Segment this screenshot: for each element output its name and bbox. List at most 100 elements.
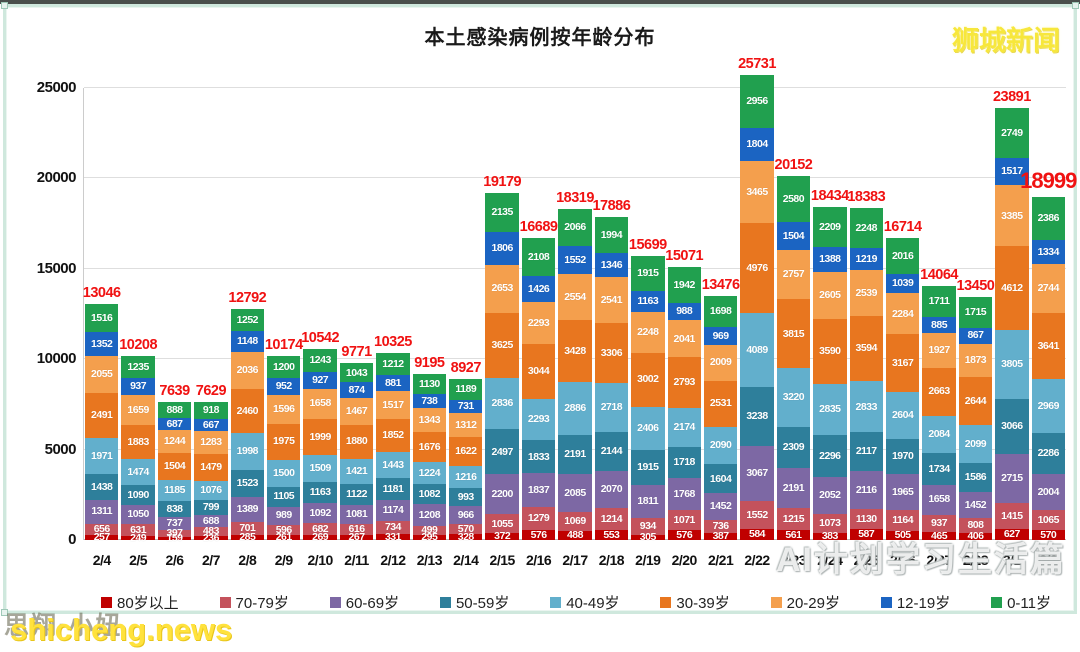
plot-area: 0 5000 10000 15000 20000 25000 257 656 1311 1438… <box>37 56 1078 548</box>
segment-value-label: 1069 <box>564 515 586 528</box>
bar-segment: 2757 <box>776 249 811 300</box>
bar-segment: 937 <box>121 377 155 395</box>
bar-segment: 576 <box>521 530 556 540</box>
bar-segment: 2531 <box>703 380 738 427</box>
bar-segment: 1811 <box>631 484 665 518</box>
segment-value-label: 808 <box>967 519 984 532</box>
bar-segment: 1163 <box>631 290 665 312</box>
bar-segment: 1806 <box>485 231 519 265</box>
bar-segment: 2209 <box>813 206 847 247</box>
segment-value-label: 2286 <box>1037 447 1060 460</box>
y-tick-label: 10000 <box>36 350 77 368</box>
segment-value-label: 2191 <box>782 481 805 494</box>
bar-2/10: 269 682 1092 1163 1509 1999 1658 927 1243 10542 <box>301 330 339 544</box>
segment-value-label: 576 <box>676 528 693 541</box>
bar-segment: 1163 <box>303 482 337 504</box>
segment-value-label: 1467 <box>345 405 368 418</box>
total-label: 9195 <box>414 354 445 371</box>
bar-segment: 2144 <box>594 431 629 471</box>
bar-segment: 1311 <box>85 499 119 524</box>
bar-segment: 285 <box>230 532 265 542</box>
segment-value-label: 2531 <box>709 397 732 410</box>
segment-value-label: 2541 <box>600 293 623 306</box>
bar-segment: 3066 <box>995 398 1029 455</box>
segment-value-label: 1500 <box>273 466 295 479</box>
segment-value-label: 918 <box>202 404 220 417</box>
segment-value-label: 881 <box>384 376 402 389</box>
bar-segment: 1071 <box>667 510 701 530</box>
bar-segment: 570 <box>449 524 483 535</box>
bar-segment: 2041 <box>667 320 701 358</box>
segment-value-label: 2833 <box>855 400 878 413</box>
legend-item-20-29岁: 20-29岁 <box>770 592 840 613</box>
bar-2/12: 331 734 1174 1181 1443 1852 1517 881 1212 10325 <box>374 334 412 541</box>
bar-segment: 2793 <box>667 357 701 408</box>
segment-value-label: 799 <box>202 501 220 514</box>
bar-2/27: 465 937 1658 1734 2084 2663 1927 885 1711 14064 <box>920 267 958 541</box>
segment-value-label: 236 <box>202 531 220 544</box>
segment-value-label: 328 <box>457 530 475 543</box>
bar-2/13: 295 499 1208 1082 1224 1676 1343 738 1130 9195 <box>412 355 447 542</box>
segment-value-label: 387 <box>712 530 730 543</box>
bar-segment: 2004 <box>1031 474 1065 511</box>
segment-value-label: 1043 <box>345 366 368 379</box>
segment-value-label: 2491 <box>91 409 113 422</box>
bar-segment: 1880 <box>339 424 374 459</box>
bar-segment: 1659 <box>121 394 155 425</box>
bar-segment: 2663 <box>922 367 956 416</box>
bar-segment: 1043 <box>339 363 374 383</box>
bar-segment: 1216 <box>449 466 483 489</box>
legend-item-80岁以上: 80岁以上 <box>101 592 179 613</box>
bar-2/8: 285 701 1389 1523 1998 2460 2036 1148 1252 12792 <box>228 290 266 542</box>
segment-value-label: 406 <box>967 530 984 543</box>
x-axis-label-2/9: 2/9 <box>274 552 293 568</box>
segment-value-label: 397 <box>166 527 184 540</box>
segment-value-label: 1283 <box>200 436 222 449</box>
segment-value-label: 584 <box>749 528 766 541</box>
segment-value-label: 1474 <box>127 465 149 478</box>
segment-value-label: 3590 <box>819 345 841 358</box>
x-axis-label-2/15: 2/15 <box>489 552 516 568</box>
bar-segment: 372 <box>485 531 519 541</box>
bar-segment: 874 <box>339 382 374 399</box>
bar-segment: 738 <box>412 394 447 408</box>
segment-value-label: 989 <box>275 509 293 522</box>
bar-segment: 734 <box>376 520 410 534</box>
bar-segment: 993 <box>449 488 483 507</box>
bar-segment: 1504 <box>157 452 192 481</box>
segment-value-label: 1915 <box>637 461 659 474</box>
segment-value-label: 1215 <box>782 512 805 525</box>
y-axis-line <box>83 88 84 540</box>
bar-segment: 1998 <box>230 433 265 470</box>
bar-segment: 257 <box>85 532 119 542</box>
segment-value-label: 1596 <box>273 403 295 416</box>
bar-segment: 1421 <box>339 458 374 485</box>
bar-segment: 1279 <box>521 506 556 530</box>
segment-value-label: 2066 <box>564 221 586 234</box>
bar-2/15: 372 1055 2200 2497 2836 3625 2653 1806 2135 19179 <box>483 174 521 541</box>
bar-segment: 1252 <box>230 308 265 332</box>
segment-value-label: 2793 <box>673 376 696 389</box>
frame-corner-handle <box>1 609 8 616</box>
x-axis-label-2/27: 2/27 <box>926 552 952 568</box>
legend-item-12-19岁: 12-19岁 <box>880 592 950 613</box>
bar-segment: 1852 <box>376 418 410 453</box>
bar-segment: 667 <box>194 418 228 431</box>
bar-segment: 387 <box>703 530 738 543</box>
chart-frame: 本土感染病例按年龄分布 0 5000 10000 15000 20000 25000 25… <box>1 2 1079 616</box>
bar-segment: 1388 <box>813 246 847 272</box>
segment-value-label: 2004 <box>1037 486 1060 499</box>
bar-segment: 2016 <box>885 237 920 275</box>
segment-value-label: 3805 <box>1001 357 1023 370</box>
segment-value-label: 269 <box>312 531 329 544</box>
segment-value-label: 2554 <box>564 291 586 304</box>
bar-segment: 2009 <box>703 344 738 381</box>
segment-value-label: 687 <box>166 417 184 430</box>
bar-segment: 2309 <box>776 426 811 469</box>
segment-value-label: 1443 <box>382 458 404 471</box>
bar-segment: 1219 <box>849 248 883 271</box>
bar-segment: 3625 <box>485 312 519 379</box>
segment-value-label: 2293 <box>527 316 550 329</box>
segment-value-label: 383 <box>821 530 839 543</box>
bar-segment: 918 <box>194 402 228 419</box>
